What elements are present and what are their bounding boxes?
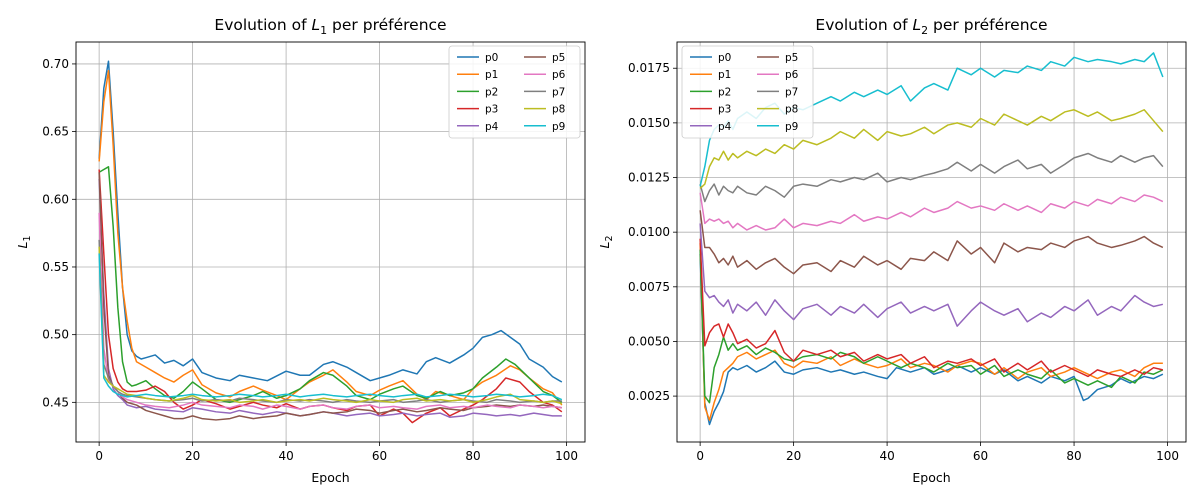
title-variable: L: [912, 16, 921, 34]
y-tick-label: 0.0175: [628, 61, 670, 75]
series-line-p8: [699, 109, 1164, 189]
chart-title: Evolution of L1 per préférence: [214, 16, 446, 37]
series-line-p2: [98, 166, 563, 404]
series-line-p7: [699, 152, 1164, 203]
x-axis-label: Epoch: [311, 470, 349, 485]
series-line-p0: [699, 253, 1164, 426]
title-subscript: 2: [921, 24, 928, 37]
legend-label-p3: p3: [485, 104, 498, 116]
legend-label-p8: p8: [785, 104, 798, 116]
series-line-p3: [699, 238, 1164, 378]
legend-label-p2: p2: [485, 86, 498, 98]
y-label-variable: L: [15, 242, 30, 249]
x-tick-label: 40: [278, 449, 293, 463]
series-line-p6: [699, 192, 1164, 231]
y-tick-label: 0.0150: [628, 116, 670, 130]
legend-label-p1: p1: [485, 69, 498, 81]
legend-label-p1: p1: [718, 69, 731, 81]
legend-label-p5: p5: [785, 52, 798, 64]
series-line-p1: [699, 243, 1163, 421]
x-tick-label: 20: [786, 449, 801, 463]
y-tick-label: 0.0125: [628, 171, 670, 185]
y-label-subscript: 1: [22, 235, 33, 241]
series-line-p6: [98, 212, 562, 410]
legend-label-p6: p6: [552, 69, 566, 81]
title-subscript: 1: [320, 24, 327, 37]
legend-box: [681, 45, 814, 139]
chart-l2: 0 20 40 60 80 100 0.0025 0.0050 0.0075 0.0100 0.01…: [597, 16, 1187, 485]
series-line-p2: [699, 249, 1164, 404]
y-label-subscript: 2: [604, 235, 615, 241]
title-prefix: Evolution of: [815, 16, 912, 34]
y-tick-label: 0.60: [42, 192, 69, 206]
y-axis-label: L1: [15, 235, 33, 248]
series-line-p5: [699, 210, 1164, 275]
chart-l1: 0 20 40 60 80 100 0.45 0.50 0.55 0.60 0.65 0.70 Evol…: [15, 16, 586, 485]
y-axis-label: L2: [597, 235, 615, 248]
x-tick-label: 60: [372, 449, 387, 463]
legend-label-p8: p8: [552, 104, 565, 116]
series-line-p8: [98, 246, 563, 405]
series-group: [699, 52, 1164, 426]
legend-label-p9: p9: [552, 121, 565, 133]
series-line-p4: [699, 223, 1164, 327]
legend-box: [448, 45, 581, 139]
legend-label-p2: p2: [718, 86, 731, 98]
axes-frame: [75, 41, 586, 443]
legend-label-p5: p5: [552, 52, 565, 64]
y-tick-label: 0.45: [42, 395, 69, 409]
legend-label-p0: p0: [718, 52, 731, 64]
y-tick-label: 0.50: [42, 328, 69, 342]
y-tick-label: 0.0100: [628, 225, 670, 239]
y-tick-label: 0.0025: [628, 389, 670, 403]
x-tick-label: 60: [973, 449, 988, 463]
series-line-p9: [98, 253, 563, 401]
y-tick-label: 0.0075: [628, 280, 670, 294]
series-line-p0: [98, 60, 563, 383]
y-tick-label: 0.65: [42, 125, 69, 139]
x-tick-label: 80: [465, 449, 480, 463]
x-tick-label: 0: [696, 449, 704, 463]
legend-label-p4: p4: [485, 121, 499, 133]
title-variable: L: [311, 16, 320, 34]
x-tick-label: 80: [1066, 449, 1081, 463]
series-group: [98, 60, 563, 424]
y-tick-label: 0.55: [42, 260, 69, 274]
chart-title: Evolution of L2 per préférence: [815, 16, 1047, 37]
y-axis-label-group: L1: [15, 235, 33, 248]
legend-label-p4: p4: [718, 121, 732, 133]
series-line-p7: [98, 239, 562, 404]
legend-label-p7: p7: [785, 86, 798, 98]
y-label-variable: L: [597, 242, 612, 249]
y-tick-label: 0.0050: [628, 334, 670, 348]
legend-label-p6: p6: [785, 69, 799, 81]
x-tick-label: 100: [555, 449, 578, 463]
legend-label-p9: p9: [785, 121, 798, 133]
title-suffix: per préférence: [928, 16, 1047, 34]
legend-label-p3: p3: [718, 104, 731, 116]
y-tick-label: 0.70: [42, 57, 69, 71]
y-axis-label-group: L2: [597, 235, 615, 248]
legend-label-p0: p0: [485, 52, 498, 64]
legend-label-p7: p7: [552, 86, 565, 98]
axes-frame: [676, 41, 1187, 443]
x-tick-label: 100: [1156, 449, 1179, 463]
x-tick-label: 20: [185, 449, 200, 463]
x-tick-label: 40: [879, 449, 894, 463]
x-tick-label: 0: [95, 449, 103, 463]
title-prefix: Evolution of: [214, 16, 311, 34]
x-axis-label: Epoch: [912, 470, 950, 485]
title-suffix: per préférence: [327, 16, 446, 34]
